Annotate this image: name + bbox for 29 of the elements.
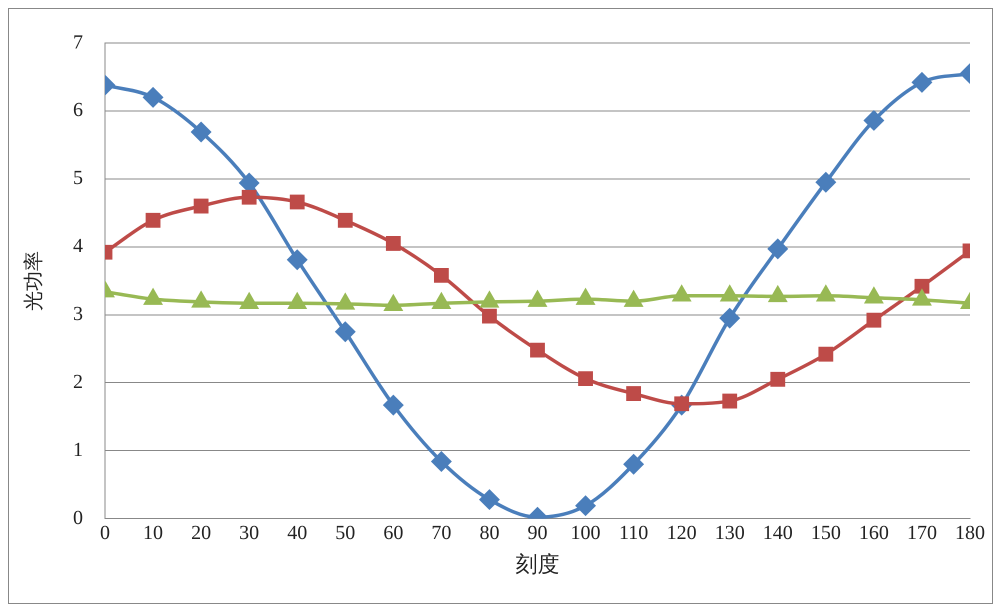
y-tick-label: 1 bbox=[73, 438, 83, 461]
x-tick-label: 180 bbox=[955, 522, 985, 544]
x-tick-label: 90 bbox=[528, 522, 548, 544]
x-tick-label: 40 bbox=[287, 522, 308, 544]
x-tick-label: 130 bbox=[714, 522, 745, 544]
y-axis-title: 光功率 bbox=[21, 250, 46, 311]
y-tick-label: 3 bbox=[73, 303, 83, 326]
x-tick-label: 70 bbox=[431, 522, 452, 544]
x-tick-label: 60 bbox=[383, 522, 404, 544]
x-tick-label: 170 bbox=[906, 522, 937, 544]
y-tick-label: 2 bbox=[73, 370, 83, 393]
x-tick-label: 30 bbox=[239, 522, 260, 544]
y-tick-label: 0 bbox=[73, 506, 83, 529]
y-tick-label: 5 bbox=[73, 167, 83, 190]
y-tick-label: 7 bbox=[73, 31, 83, 54]
x-tick-label: 120 bbox=[666, 522, 697, 544]
y-tick-label: 6 bbox=[73, 99, 83, 122]
x-tick-label: 150 bbox=[810, 522, 841, 544]
x-tick-label: 160 bbox=[858, 522, 889, 544]
x-axis-title: 刻度 bbox=[516, 552, 560, 578]
x-tick-label: 0 bbox=[100, 522, 110, 544]
x-tick-label: 100 bbox=[570, 522, 601, 544]
x-tick-label: 50 bbox=[335, 522, 356, 544]
x-tick-label: 110 bbox=[618, 522, 648, 544]
x-tick-label: 10 bbox=[143, 522, 164, 544]
x-tick-label: 140 bbox=[762, 522, 793, 544]
x-tick-label: 20 bbox=[191, 522, 212, 544]
x-tick-label: 80 bbox=[479, 522, 500, 544]
y-tick-label: 4 bbox=[73, 235, 83, 258]
